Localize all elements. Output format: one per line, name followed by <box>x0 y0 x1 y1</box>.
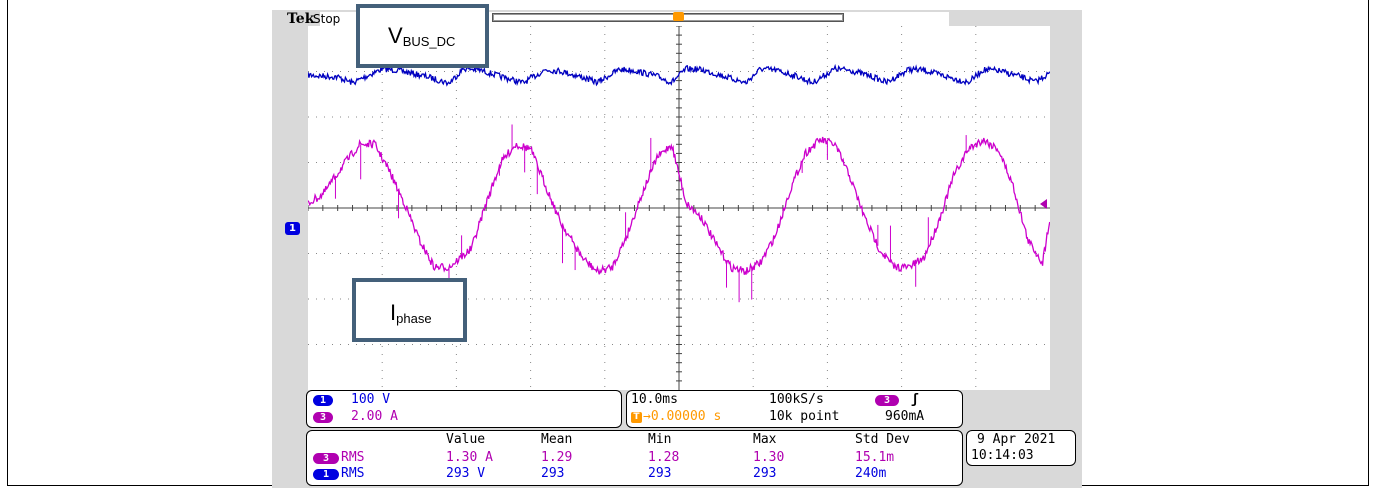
iphase-label-main: I <box>390 300 397 325</box>
vbus-label-box: VBUS_DC <box>356 4 489 68</box>
meas-row2-std: 240m <box>855 466 887 481</box>
meas-row2-value: 293 V <box>446 466 486 481</box>
iphase-label-sub: phase <box>396 311 432 326</box>
ch1-scale: 100 V <box>351 392 391 407</box>
ch1-ground-label: 1 <box>289 223 296 234</box>
trigger-level-arrow <box>1040 199 1047 209</box>
date-display: 9 Apr 2021 <box>977 432 1056 447</box>
meas-row1-std: 15.1m <box>855 450 895 465</box>
trigger-level: 960mA <box>885 409 925 424</box>
datetime-panel: 9 Apr 2021 10:14:03 <box>966 430 1076 466</box>
meas-row2-name: RMS <box>341 466 365 481</box>
sample-rate: 100kS/s <box>769 392 824 407</box>
trigger-position-marker <box>673 12 684 21</box>
vbus-trace <box>308 63 1050 87</box>
acquisition-state: Stop <box>313 12 341 26</box>
header-min: Min <box>648 432 672 447</box>
trigger-position: →0.00000 s <box>643 409 722 424</box>
iphase-trace <box>308 136 1050 275</box>
trigger-slope-icon: ʃ <box>911 392 919 407</box>
header-mean: Mean <box>541 432 573 447</box>
ch1-badge: 1 <box>313 395 333 406</box>
vbus-label: VBUS_DC <box>388 23 455 49</box>
header-max: Max <box>753 432 777 447</box>
trigger-t-icon: T <box>631 412 642 423</box>
iphase-label: Iphase <box>390 300 432 326</box>
meas-row2-badge: 1 <box>313 469 339 480</box>
trigger-t-label: T <box>633 412 640 422</box>
meas-row1-name: RMS <box>341 450 365 465</box>
record-window <box>493 14 843 21</box>
time-display: 10:14:03 <box>971 448 1034 463</box>
channel-scale-panel: 1 100 V 3 2.00 A <box>306 390 622 428</box>
meas-row1-badge-label: 3 <box>322 453 330 464</box>
record-position-bar <box>492 13 844 22</box>
header-value: Value <box>446 432 486 447</box>
waveform-svg <box>308 26 1050 390</box>
meas-row2-min: 293 <box>648 466 672 481</box>
meas-row1-value: 1.30 A <box>446 450 493 465</box>
ch3-scale: 2.00 A <box>351 409 398 424</box>
header-stddev: Std Dev <box>855 432 910 447</box>
meas-row2-badge-label: 1 <box>322 469 330 480</box>
ch1-ground-marker: 1 <box>285 222 300 235</box>
trigger-source-badge: 3 <box>875 395 899 406</box>
meas-row1-mean: 1.29 <box>541 450 573 465</box>
ch3-badge-label: 3 <box>319 412 327 423</box>
measurement-panel: Value Mean Min Max Std Dev 3 RMS 1.30 A … <box>306 430 963 486</box>
meas-row2-mean: 293 <box>541 466 565 481</box>
meas-row1-min: 1.28 <box>648 450 680 465</box>
brand-logo: Tek <box>287 11 315 27</box>
ch1-badge-label: 1 <box>319 395 327 406</box>
time-per-div: 10.0ms <box>631 392 678 407</box>
vbus-label-sub: BUS_DC <box>402 34 456 49</box>
vbus-label-main: V <box>388 23 403 48</box>
trigger-source-label: 3 <box>883 395 891 406</box>
ch3-badge: 3 <box>313 412 333 423</box>
meas-row2-max: 293 <box>753 466 777 481</box>
timebase-panel: 10.0ms 100kS/s 3 ʃ T →0.00000 s 10k poin… <box>626 390 963 428</box>
record-length: 10k point <box>769 409 840 424</box>
meas-row1-badge: 3 <box>313 453 339 464</box>
meas-row1-max: 1.30 <box>753 450 785 465</box>
iphase-label-box: Iphase <box>352 278 467 342</box>
